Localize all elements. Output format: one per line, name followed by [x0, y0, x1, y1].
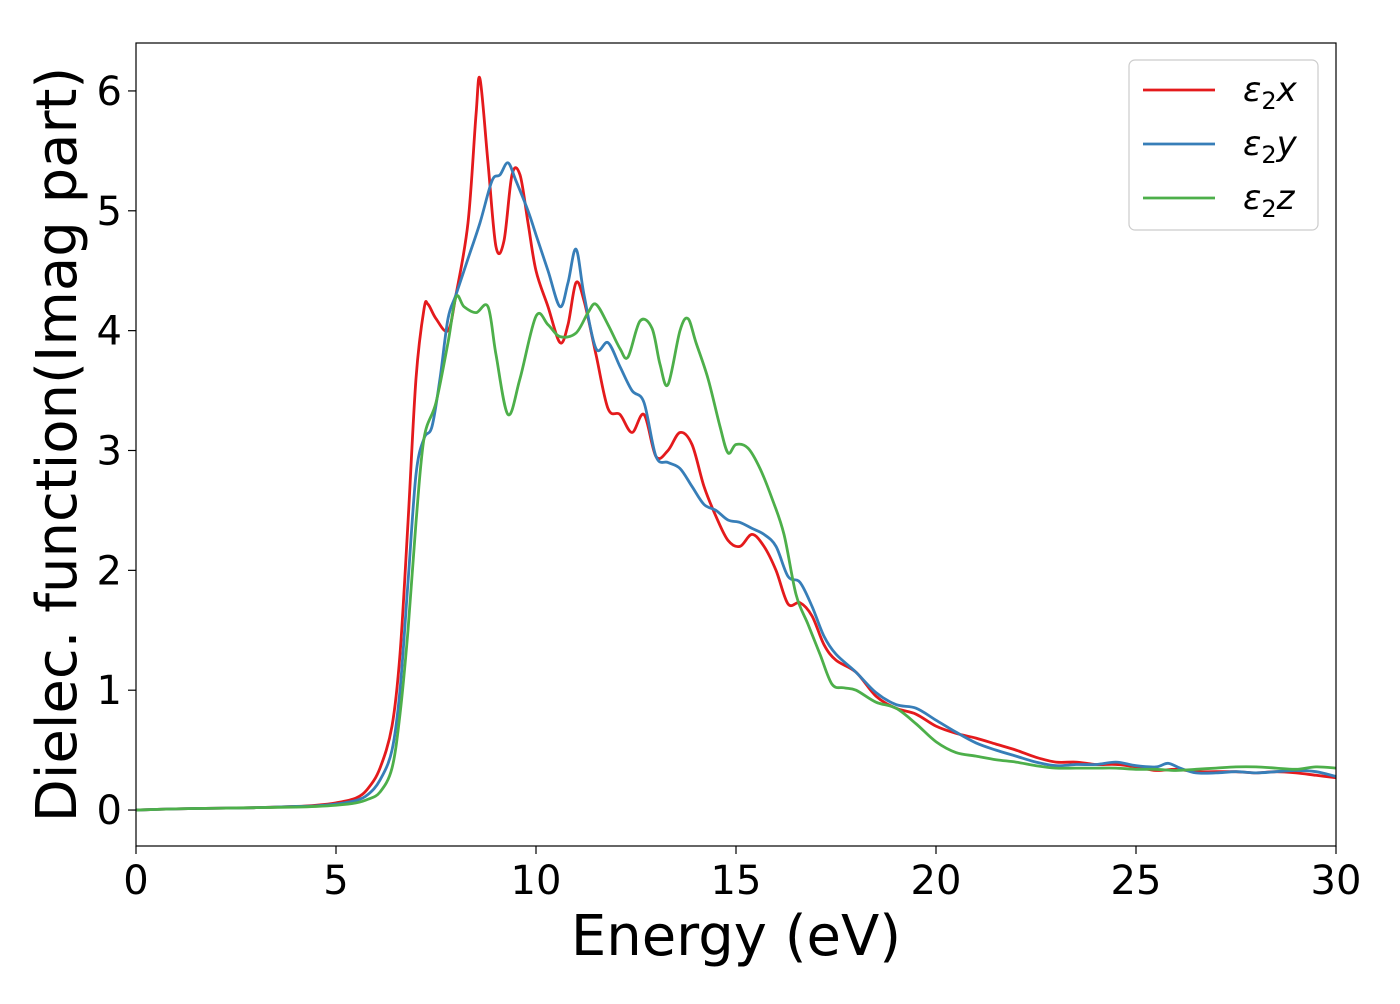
- series-line-y: [135, 161, 1337, 812]
- y-tick-label: 4: [97, 309, 122, 355]
- x-tick-label: 0: [123, 858, 148, 904]
- y-tick-label: 1: [97, 668, 122, 714]
- y-tick-label: 6: [97, 69, 122, 115]
- y-tick-label: 0: [97, 788, 122, 834]
- legend-box: [1128, 59, 1319, 231]
- x-tick-label: 30: [1311, 858, 1362, 904]
- legend-label: ε2y: [1243, 124, 1298, 169]
- legend-label: ε2z: [1243, 178, 1296, 223]
- x-tick-label: 20: [911, 858, 962, 904]
- y-axis-label: Dielec. function(Imag part): [25, 67, 90, 823]
- series-line-z: [135, 294, 1337, 812]
- legend: ε2x ε2y ε2z: [1128, 59, 1319, 231]
- x-tick-label: 25: [1111, 858, 1162, 904]
- x-tick-label: 5: [323, 858, 348, 904]
- y-tick-label: 2: [97, 548, 122, 594]
- x-tick-label: 15: [711, 858, 762, 904]
- y-tick-label: 5: [97, 189, 122, 235]
- x-tick-label: 10: [511, 858, 562, 904]
- x-axis: 0 5 10 15 20 25 30: [123, 846, 1361, 904]
- y-tick-label: 3: [97, 428, 122, 474]
- y-axis: 0 1 2 3 4 5 6: [97, 69, 136, 834]
- x-axis-label: Energy (eV): [571, 904, 901, 969]
- legend-label: ε2x: [1243, 70, 1298, 115]
- series-layer: [135, 75, 1337, 812]
